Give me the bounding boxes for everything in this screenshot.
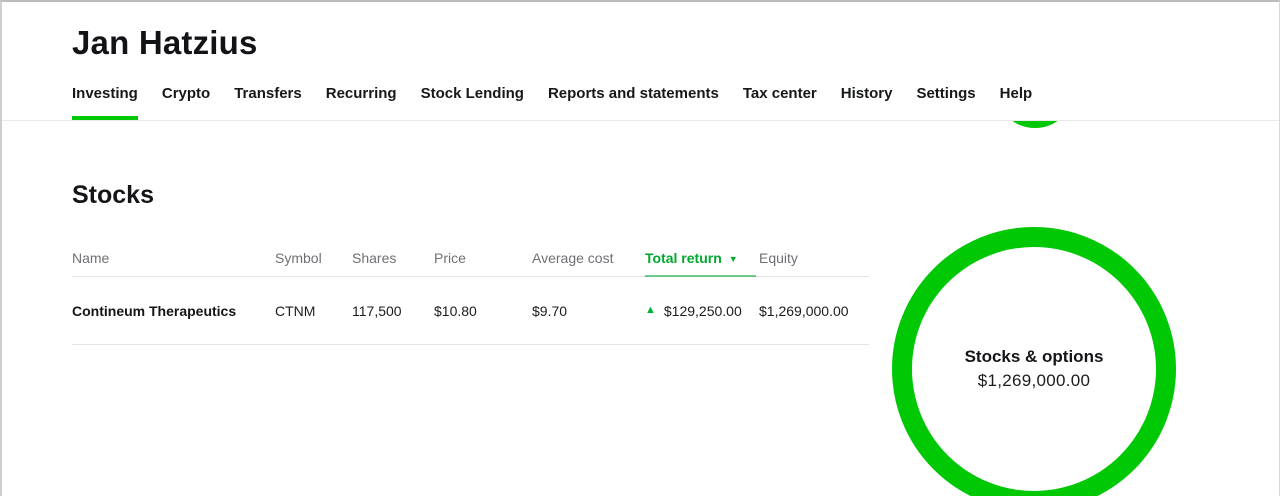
column-header-price[interactable]: Price: [434, 250, 466, 266]
cell-symbol: CTNM: [275, 302, 316, 319]
table-row-ctnm[interactable]: Contineum Therapeutics CTNM 117,500 $10.…: [72, 277, 869, 345]
donut-center-value: $1,269,000.00: [977, 371, 1091, 390]
stocks-table: Name Symbol Shares Price Average cost To…: [72, 240, 869, 345]
sort-caret-down-icon: ▼: [728, 254, 738, 264]
nav-item-recurring[interactable]: Recurring: [325, 85, 397, 102]
cell-shares: 117,500: [352, 302, 402, 319]
column-header-equity[interactable]: Equity: [759, 250, 798, 266]
nav-item-reports-and-statements[interactable]: Reports and statements: [547, 85, 719, 102]
primary-nav: Investing Crypto Transfers Recurring Sto…: [72, 85, 1032, 120]
nav-item-tax-center[interactable]: Tax center: [742, 85, 817, 102]
sorted-column-underline: [645, 275, 756, 277]
column-header-total-return-label: Total return: [645, 250, 722, 266]
stocks-options-donut-chart: Stocks & options $1,269,000.00: [892, 227, 1176, 496]
nav-item-crypto[interactable]: Crypto: [161, 85, 211, 102]
nav-item-settings[interactable]: Settings: [916, 85, 976, 102]
cell-total-return-value: $129,250.00: [663, 302, 742, 319]
cell-average-cost: $9.70: [532, 302, 568, 319]
page-header: Jan Hatzius Investing Crypto Transfers R…: [0, 0, 1280, 121]
page-title: Jan Hatzius: [72, 24, 258, 61]
stocks-section-heading: Stocks: [72, 181, 154, 209]
donut-center-label: Stocks & options: [964, 347, 1104, 366]
nav-item-transfers[interactable]: Transfers: [234, 85, 302, 102]
nav-item-history[interactable]: History: [840, 85, 893, 102]
column-header-total-return[interactable]: Total return ▼: [645, 240, 759, 277]
stocks-table-header-row: Name Symbol Shares Price Average cost To…: [72, 240, 869, 277]
nav-item-stock-lending[interactable]: Stock Lending: [420, 85, 524, 102]
gain-up-triangle-icon: ▲: [645, 304, 656, 316]
nav-item-help[interactable]: Help: [999, 85, 1033, 102]
column-header-average-cost[interactable]: Average cost: [532, 250, 614, 266]
cell-total-return: ▲ $129,250.00: [645, 303, 759, 319]
nav-item-investing[interactable]: Investing: [72, 85, 138, 120]
column-header-symbol[interactable]: Symbol: [275, 250, 322, 266]
cell-equity: $1,269,000.00: [759, 302, 849, 319]
column-header-shares[interactable]: Shares: [352, 250, 397, 266]
column-header-name[interactable]: Name: [72, 250, 110, 266]
stock-name-link[interactable]: Contineum Therapeutics: [72, 302, 237, 319]
cell-price: $10.80: [434, 302, 477, 319]
